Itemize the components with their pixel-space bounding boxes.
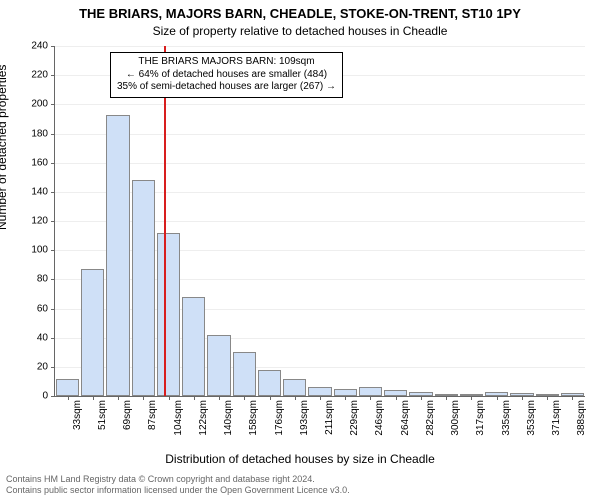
footer-attribution: Contains HM Land Registry data © Crown c… [6, 474, 350, 496]
ytick-mark [51, 338, 55, 339]
histogram-bar [157, 233, 180, 396]
xtick-mark [93, 396, 94, 400]
xtick-mark [471, 396, 472, 400]
ytick-mark [51, 192, 55, 193]
xtick-mark [421, 396, 422, 400]
xtick-label: 176sqm [274, 400, 285, 436]
xtick-mark [572, 396, 573, 400]
ytick-mark [51, 309, 55, 310]
ytick-mark [51, 75, 55, 76]
gridline [55, 134, 585, 135]
x-axis-label: Distribution of detached houses by size … [0, 452, 600, 466]
xtick-mark [169, 396, 170, 400]
footer-line-1: Contains HM Land Registry data © Crown c… [6, 474, 350, 485]
xtick-mark [118, 396, 119, 400]
xtick-label: 69sqm [122, 400, 133, 430]
histogram-bar [283, 379, 306, 397]
ytick-label: 20 [20, 361, 48, 372]
ytick-label: 80 [20, 274, 48, 285]
xtick-mark [295, 396, 296, 400]
page-title: THE BRIARS, MAJORS BARN, CHEADLE, STOKE-… [0, 6, 600, 21]
chart-subtitle: Size of property relative to detached ho… [0, 24, 600, 38]
histogram-bar [182, 297, 205, 396]
y-axis-label: Number of detached properties [0, 65, 9, 230]
gridline [55, 104, 585, 105]
histogram-bar [56, 379, 79, 397]
xtick-mark [345, 396, 346, 400]
xtick-label: 246sqm [374, 400, 385, 436]
xtick-label: 140sqm [223, 400, 234, 436]
xtick-label: 353sqm [526, 400, 537, 436]
ytick-label: 140 [20, 186, 48, 197]
xtick-label: 122sqm [198, 400, 209, 436]
xtick-mark [270, 396, 271, 400]
ytick-mark [51, 396, 55, 397]
xtick-mark [68, 396, 69, 400]
ytick-mark [51, 221, 55, 222]
xtick-mark [219, 396, 220, 400]
ytick-label: 120 [20, 216, 48, 227]
ytick-mark [51, 104, 55, 105]
gridline [55, 163, 585, 164]
ytick-label: 160 [20, 157, 48, 168]
ytick-mark [51, 134, 55, 135]
xtick-label: 211sqm [324, 400, 335, 435]
xtick-mark [320, 396, 321, 400]
xtick-label: 282sqm [425, 400, 436, 436]
footer-line-2: Contains public sector information licen… [6, 485, 350, 496]
ytick-mark [51, 250, 55, 251]
xtick-mark [446, 396, 447, 400]
xtick-mark [244, 396, 245, 400]
ytick-label: 60 [20, 303, 48, 314]
ytick-label: 180 [20, 128, 48, 139]
ytick-label: 100 [20, 245, 48, 256]
xtick-label: 229sqm [349, 400, 360, 436]
ytick-mark [51, 279, 55, 280]
histogram-bar [207, 335, 230, 396]
xtick-label: 51sqm [97, 400, 108, 430]
xtick-mark [370, 396, 371, 400]
xtick-label: 87sqm [147, 400, 158, 430]
histogram-bar [233, 352, 256, 396]
histogram-bar [308, 387, 331, 396]
histogram-bar [258, 370, 281, 396]
gridline [55, 46, 585, 47]
ytick-mark [51, 46, 55, 47]
xtick-label: 317sqm [475, 400, 486, 436]
xtick-mark [194, 396, 195, 400]
xtick-label: 335sqm [501, 400, 512, 436]
histogram-bar [334, 389, 357, 396]
annotation-line-3: 35% of semi-detached houses are larger (… [117, 81, 336, 94]
xtick-label: 264sqm [400, 400, 411, 436]
xtick-mark [547, 396, 548, 400]
xtick-label: 388sqm [576, 400, 587, 436]
ytick-label: 40 [20, 332, 48, 343]
xtick-label: 371sqm [551, 400, 562, 436]
xtick-mark [497, 396, 498, 400]
xtick-label: 300sqm [450, 400, 461, 436]
ytick-mark [51, 367, 55, 368]
xtick-mark [143, 396, 144, 400]
xtick-mark [522, 396, 523, 400]
xtick-label: 33sqm [72, 400, 83, 430]
xtick-label: 193sqm [299, 400, 310, 436]
histogram-bar [106, 115, 129, 396]
reference-line [164, 46, 166, 396]
chart-plot-area: 33sqm51sqm69sqm87sqm104sqm122sqm140sqm15… [54, 46, 585, 397]
xtick-label: 158sqm [248, 400, 259, 436]
ytick-label: 0 [20, 391, 48, 402]
histogram-bar [81, 269, 104, 396]
annotation-box: THE BRIARS MAJORS BARN: 109sqm ← 64% of … [110, 52, 343, 98]
xtick-mark [396, 396, 397, 400]
annotation-line-2: ← 64% of detached houses are smaller (48… [117, 69, 336, 82]
ytick-label: 240 [20, 41, 48, 52]
ytick-label: 200 [20, 99, 48, 110]
histogram-bar [359, 387, 382, 396]
ytick-mark [51, 163, 55, 164]
histogram-bar [132, 180, 155, 396]
annotation-line-1: THE BRIARS MAJORS BARN: 109sqm [117, 56, 336, 69]
ytick-label: 220 [20, 70, 48, 81]
xtick-label: 104sqm [173, 400, 184, 436]
